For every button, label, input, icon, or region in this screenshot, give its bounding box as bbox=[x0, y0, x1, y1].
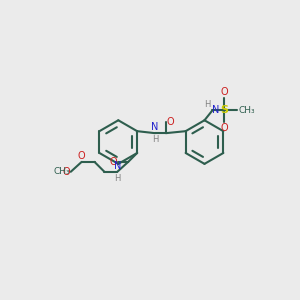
Text: O: O bbox=[78, 151, 86, 161]
Text: O: O bbox=[167, 117, 175, 127]
Text: N: N bbox=[212, 105, 220, 116]
Text: S: S bbox=[220, 105, 228, 116]
Text: O: O bbox=[110, 157, 117, 167]
Text: O: O bbox=[62, 167, 70, 177]
Text: CH₃: CH₃ bbox=[53, 167, 70, 176]
Text: H: H bbox=[114, 174, 121, 183]
Text: N: N bbox=[114, 161, 121, 171]
Text: H: H bbox=[204, 100, 210, 109]
Text: N: N bbox=[151, 122, 159, 132]
Text: CH₃: CH₃ bbox=[238, 106, 255, 115]
Text: O: O bbox=[220, 88, 228, 98]
Text: O: O bbox=[220, 123, 228, 133]
Text: H: H bbox=[152, 135, 158, 144]
